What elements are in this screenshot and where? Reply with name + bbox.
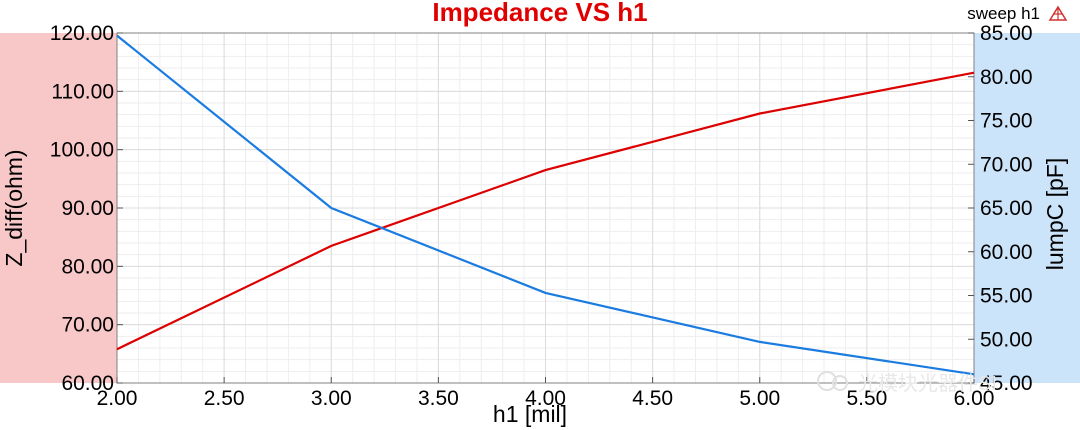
y-right-tick-label: 45.00 — [980, 372, 1033, 395]
y-right-tick-label: 65.00 — [980, 197, 1033, 220]
series-line-right — [116, 34, 975, 376]
y-right-tick-label: 50.00 — [980, 328, 1033, 351]
x-axis-ticks: 2.00 2.50 3.00 3.50 4.00 4.50 5.00 5.50 6.00 — [97, 377, 995, 410]
watermark: 光模块光器件SI — [817, 371, 997, 395]
y-left-tick-label: 120.00 — [50, 22, 114, 45]
y-left-tick-label: 100.00 — [50, 139, 114, 162]
y-left-axis-label: Z_diff(ohm) — [1, 149, 27, 266]
y-left-tick-label: 90.00 — [61, 197, 114, 220]
y-left-tick-label: 110.00 — [51, 80, 114, 103]
logo-icon — [1048, 5, 1068, 21]
x-tick-label: 3.50 — [418, 387, 459, 410]
legend-label: sweep h1 — [967, 4, 1040, 23]
svg-text:光模块光器件SI: 光模块光器件SI — [858, 372, 997, 395]
y-right-tick-label: 85.00 — [980, 22, 1033, 45]
series-group — [116, 34, 975, 376]
y-right-axis-label: lumpC [pF] — [1042, 158, 1068, 270]
y-right-tick-label: 80.00 — [980, 66, 1033, 89]
x-tick-label: 5.00 — [739, 387, 780, 410]
x-axis-label: h1 [mil] — [493, 401, 567, 427]
y-right-tick-label: 55.00 — [980, 285, 1033, 308]
y-right-tick-label: 70.00 — [980, 153, 1033, 176]
right-axis-ticks: 45.00 50.00 55.00 60.00 65.00 70.00 75.00 80.00… — [968, 22, 1033, 395]
chart-title: Impedance VS h1 — [432, 0, 647, 27]
y-left-tick-label: 70.00 — [61, 314, 114, 337]
right-axis-band — [974, 33, 1080, 383]
y-left-tick-label: 80.00 — [61, 255, 114, 278]
left-axis-band — [0, 33, 117, 383]
x-tick-label: 4.00 — [525, 387, 566, 410]
x-tick-label: 6.00 — [954, 387, 995, 410]
x-tick-label: 5.50 — [846, 387, 887, 410]
series-line-left — [116, 71, 975, 351]
left-axis-ticks: 60.00 70.00 80.00 90.00 100.00 110.00 120.00 — [50, 22, 123, 395]
y-left-tick-label: 60.00 — [61, 372, 114, 395]
x-tick-label: 3.00 — [311, 387, 352, 410]
x-tick-label: 2.00 — [97, 387, 138, 410]
y-right-tick-label: 75.00 — [980, 110, 1033, 133]
y-right-tick-label: 60.00 — [980, 241, 1033, 264]
x-tick-label: 4.50 — [632, 387, 673, 410]
x-tick-label: 2.50 — [204, 387, 245, 410]
